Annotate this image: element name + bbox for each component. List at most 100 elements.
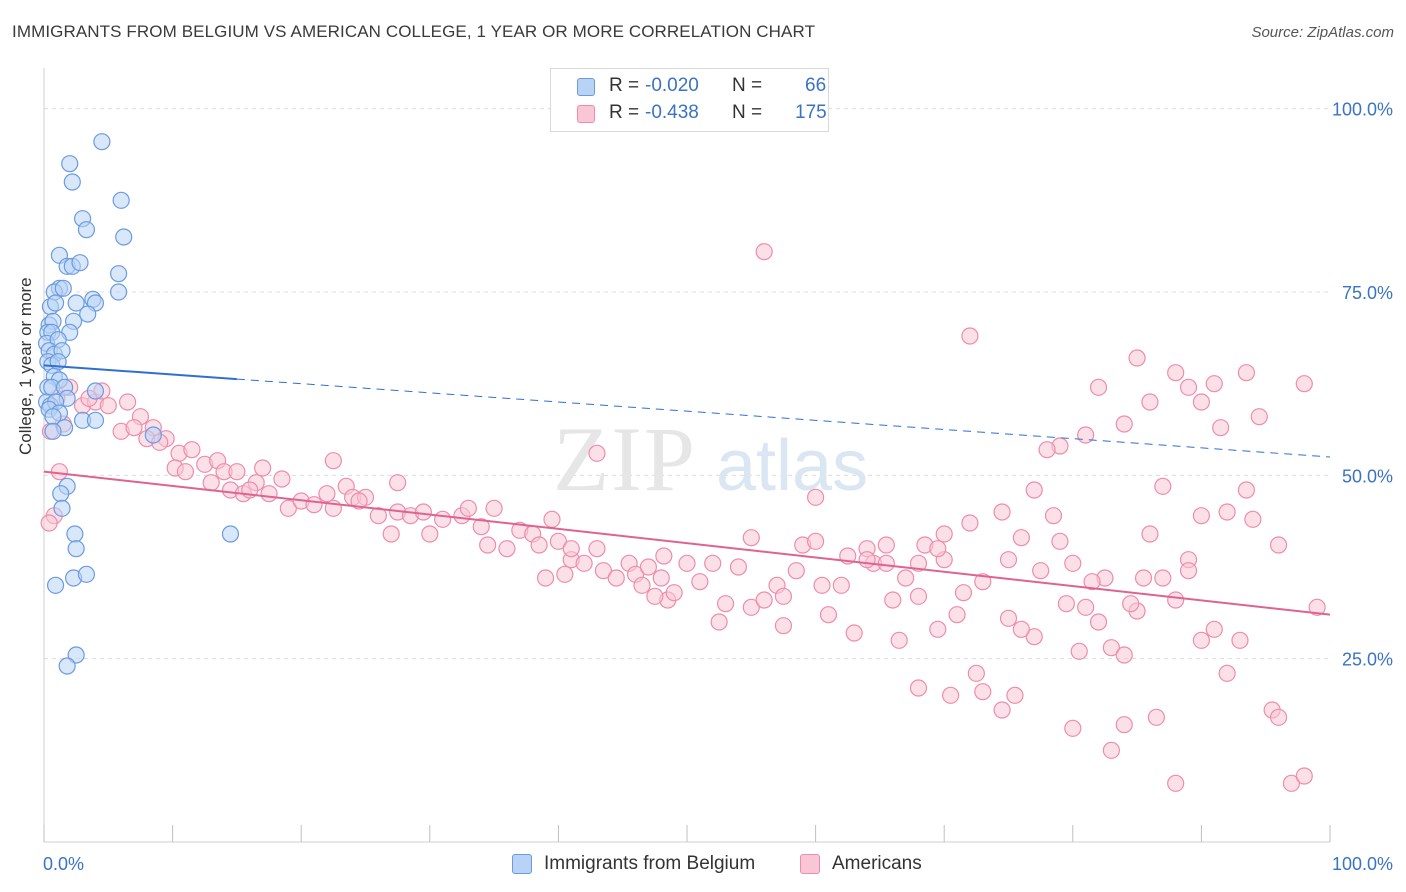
- americans-point: [350, 492, 368, 510]
- americans-point: [1064, 554, 1082, 572]
- series-legend: Immigrants from Belgium Americans: [0, 852, 1406, 878]
- belgium-point: [46, 576, 65, 594]
- americans-point: [774, 617, 793, 635]
- belgium-point: [54, 279, 72, 297]
- trend-lines: [43, 364, 1331, 616]
- americans-point: [1122, 595, 1140, 613]
- americans-point: [228, 463, 246, 481]
- legend-r-label: R =: [609, 102, 640, 123]
- belgium-trend-projection: [236, 378, 1331, 458]
- americans-point: [575, 554, 593, 572]
- watermark-zip: ZIP: [553, 408, 697, 510]
- americans-point: [954, 584, 973, 602]
- americans-point: [434, 510, 452, 528]
- americans-point: [588, 540, 606, 558]
- americans-point: [40, 514, 58, 532]
- americans-point: [1218, 503, 1236, 521]
- belgium-point: [67, 540, 85, 558]
- americans-point: [813, 576, 831, 594]
- americans-point: [1032, 562, 1050, 580]
- belgium-point: [53, 499, 71, 517]
- americans-point: [414, 503, 432, 521]
- americans-point: [819, 606, 838, 624]
- americans-point: [1051, 532, 1069, 550]
- americans-point: [1295, 375, 1313, 393]
- americans-point: [742, 598, 760, 616]
- americans-point: [369, 507, 387, 525]
- americans-point: [279, 499, 297, 517]
- americans-point: [909, 679, 928, 697]
- y-axis-label: College, 1 year or more: [16, 277, 35, 455]
- americans-point: [1077, 598, 1095, 616]
- belgium-point: [67, 646, 85, 664]
- americans-point: [536, 569, 555, 587]
- americans-point: [498, 540, 516, 558]
- americans-point: [755, 591, 773, 609]
- belgium-point: [77, 565, 96, 583]
- americans-point: [118, 393, 137, 411]
- legend-swatch-blue: [512, 854, 532, 874]
- americans-point: [254, 459, 272, 477]
- americans-point: [877, 536, 895, 554]
- americans-point: [974, 683, 992, 701]
- americans-point: [1244, 510, 1262, 528]
- legend-n-label: N =: [732, 75, 763, 96]
- americans-point: [485, 499, 503, 517]
- americans-point: [704, 554, 722, 572]
- y-tick-label: 100.0%: [1332, 100, 1393, 120]
- americans-point: [549, 532, 568, 550]
- americans-point: [1167, 591, 1185, 609]
- americans-point: [787, 562, 805, 580]
- americans-point: [1141, 393, 1159, 411]
- legend-n-label: N =: [732, 102, 763, 123]
- americans-point: [1115, 716, 1133, 734]
- americans-point: [806, 532, 825, 550]
- americans-point: [1147, 708, 1165, 726]
- belgium-point: [46, 294, 65, 312]
- americans-point: [125, 419, 143, 437]
- americans-point: [1128, 349, 1146, 367]
- americans-point: [1115, 646, 1133, 664]
- americans-point: [858, 551, 876, 569]
- americans-point: [1070, 642, 1088, 660]
- belgium-point: [66, 525, 84, 543]
- americans-point: [1295, 767, 1313, 785]
- americans-point: [1089, 613, 1108, 631]
- americans-point: [929, 540, 947, 558]
- americans-point: [716, 595, 735, 613]
- americans-point: [1192, 507, 1211, 525]
- americans-point: [993, 503, 1011, 521]
- americans-point: [99, 397, 117, 415]
- legend-n-value: 175: [795, 102, 827, 123]
- americans-point: [646, 587, 664, 605]
- americans-point: [999, 551, 1018, 569]
- americans-point: [942, 686, 960, 704]
- americans-point: [633, 576, 651, 594]
- belgium-point: [67, 294, 85, 312]
- americans-point: [1025, 628, 1043, 646]
- belgium-point: [221, 525, 240, 543]
- americans-point: [774, 587, 793, 605]
- americans-point: [678, 554, 696, 572]
- americans-point: [1154, 477, 1172, 495]
- belgium-point: [61, 155, 79, 173]
- americans-point: [389, 474, 407, 492]
- belgium-point: [44, 422, 62, 440]
- americans-point: [556, 565, 574, 583]
- americans-point: [421, 525, 439, 543]
- americans-point: [1250, 408, 1268, 426]
- belgium-point: [71, 254, 89, 272]
- americans-points: [40, 243, 1326, 792]
- y-tick-label: 50.0%: [1342, 466, 1393, 486]
- americans-point: [755, 243, 773, 261]
- americans-point: [1012, 529, 1030, 547]
- x-tick-label: 0.0%: [43, 854, 84, 874]
- belgium-point: [52, 485, 70, 503]
- americans-point: [1205, 375, 1223, 393]
- legend-swatch-pink: [800, 854, 820, 874]
- legend-n-value: 66: [805, 75, 827, 96]
- legend-label: Immigrants from Belgium: [544, 853, 756, 874]
- americans-point: [1231, 631, 1249, 649]
- y-tick-label: 75.0%: [1342, 283, 1393, 303]
- belgium-point: [109, 283, 128, 301]
